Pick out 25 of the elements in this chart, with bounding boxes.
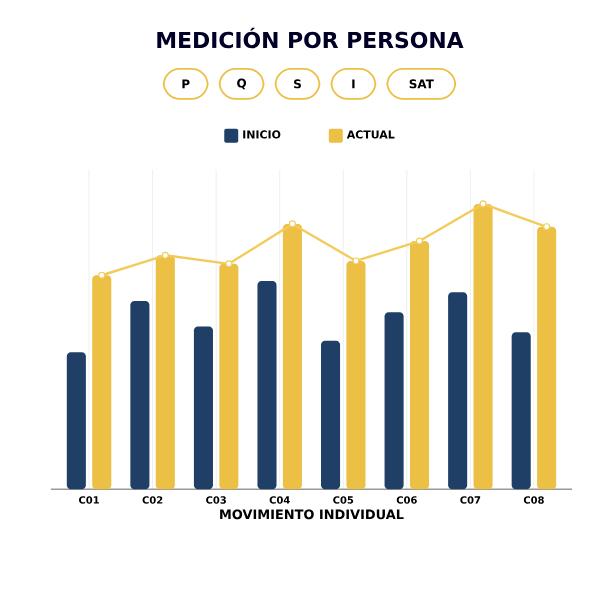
bar	[409, 241, 430, 490]
bar	[537, 227, 557, 490]
bar	[155, 255, 175, 490]
point	[415, 237, 424, 246]
bar	[384, 312, 404, 490]
point	[288, 220, 296, 228]
bar	[66, 352, 86, 490]
point	[352, 257, 360, 266]
bar	[257, 281, 277, 490]
bar	[219, 264, 239, 490]
bar	[511, 332, 531, 490]
point	[543, 223, 551, 231]
point	[225, 260, 233, 268]
bar	[448, 292, 468, 490]
point	[161, 252, 169, 260]
bar	[193, 327, 213, 490]
chart-title: MEDICIÓN POR PERSONA	[157, 28, 464, 49]
bar	[130, 301, 150, 490]
bar	[282, 224, 302, 490]
point	[479, 200, 487, 209]
bar	[346, 261, 366, 490]
bar	[92, 275, 112, 490]
point	[98, 272, 106, 280]
bar	[473, 204, 493, 490]
bar	[321, 341, 341, 490]
